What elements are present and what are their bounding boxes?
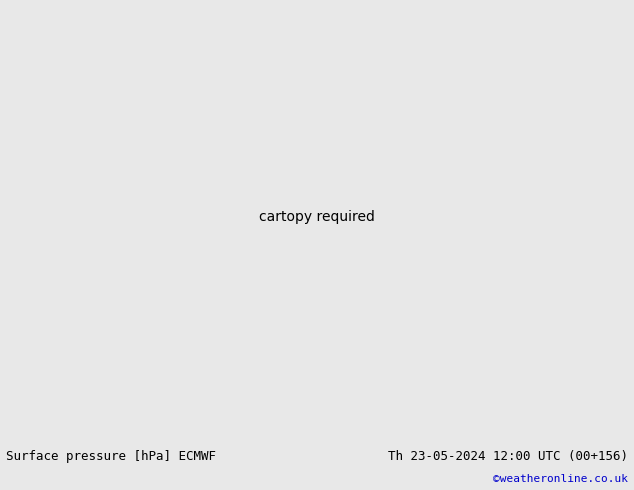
Text: ©weatheronline.co.uk: ©weatheronline.co.uk [493,474,628,484]
Text: Surface pressure [hPa] ECMWF: Surface pressure [hPa] ECMWF [6,450,216,463]
Text: Th 23-05-2024 12:00 UTC (00+156): Th 23-05-2024 12:00 UTC (00+156) [387,450,628,463]
Text: cartopy required: cartopy required [259,210,375,223]
